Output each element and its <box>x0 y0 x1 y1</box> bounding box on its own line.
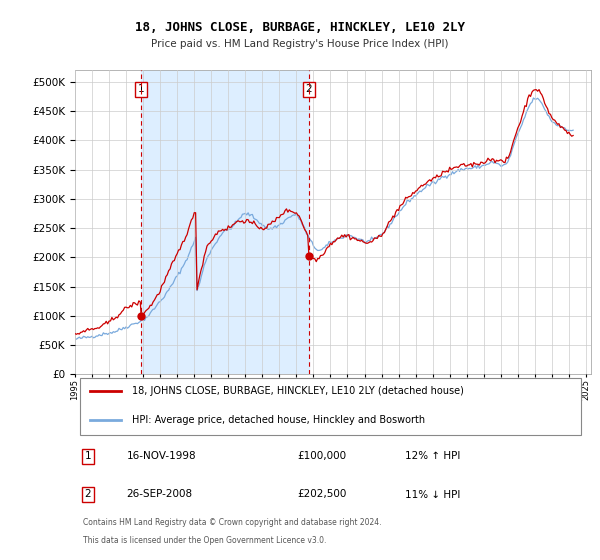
Bar <box>141 70 309 375</box>
Text: £100,000: £100,000 <box>297 451 346 461</box>
Text: 1: 1 <box>138 85 145 94</box>
Text: 1: 1 <box>85 451 91 461</box>
Text: HPI: Average price, detached house, Hinckley and Bosworth: HPI: Average price, detached house, Hinc… <box>132 416 425 426</box>
Text: 2: 2 <box>85 489 91 500</box>
Text: 18, JOHNS CLOSE, BURBAGE, HINCKLEY, LE10 2LY (detached house): 18, JOHNS CLOSE, BURBAGE, HINCKLEY, LE10… <box>132 386 464 396</box>
Text: Price paid vs. HM Land Registry's House Price Index (HPI): Price paid vs. HM Land Registry's House … <box>151 39 449 49</box>
FancyBboxPatch shape <box>80 378 581 435</box>
Text: Contains HM Land Registry data © Crown copyright and database right 2024.: Contains HM Land Registry data © Crown c… <box>83 518 381 527</box>
Text: 11% ↓ HPI: 11% ↓ HPI <box>405 489 461 500</box>
Text: 18, JOHNS CLOSE, BURBAGE, HINCKLEY, LE10 2LY: 18, JOHNS CLOSE, BURBAGE, HINCKLEY, LE10… <box>135 21 465 34</box>
Text: £202,500: £202,500 <box>297 489 346 500</box>
Text: 16-NOV-1998: 16-NOV-1998 <box>127 451 196 461</box>
Text: 2: 2 <box>305 85 313 94</box>
Text: 12% ↑ HPI: 12% ↑ HPI <box>405 451 461 461</box>
Text: 26-SEP-2008: 26-SEP-2008 <box>127 489 193 500</box>
Text: This data is licensed under the Open Government Licence v3.0.: This data is licensed under the Open Gov… <box>83 536 326 545</box>
